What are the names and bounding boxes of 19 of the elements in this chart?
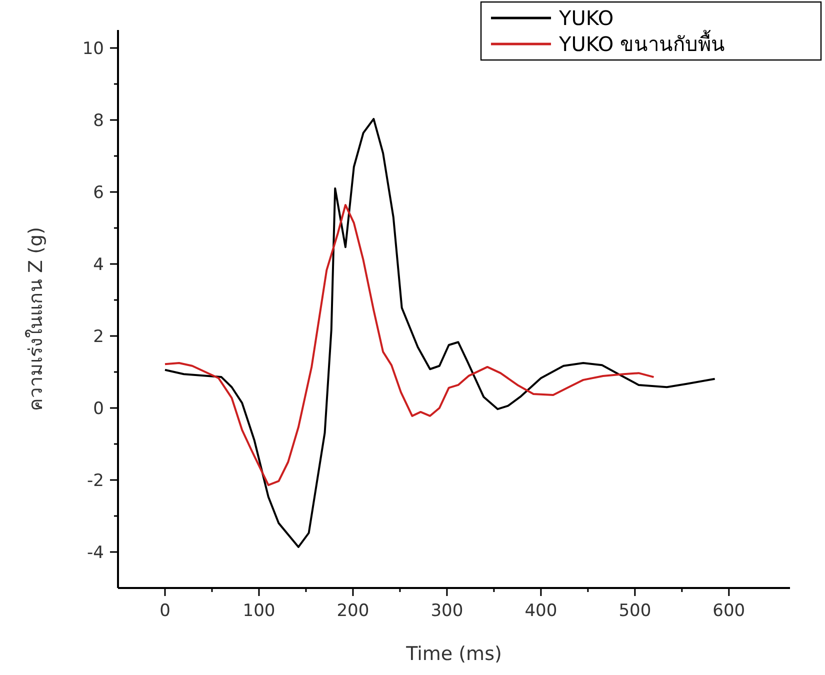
x-tick-label: 0	[160, 601, 170, 621]
legend-label: YUKO	[558, 6, 614, 30]
x-tick-label: 300	[430, 601, 464, 621]
y-tick-label: 6	[93, 183, 104, 203]
y-tick-label: 10	[82, 39, 104, 59]
x-tick-label: 600	[712, 601, 746, 621]
y-tick-label: 2	[93, 327, 104, 347]
y-tick-label: 8	[93, 111, 104, 131]
y-tick-label: 0	[93, 399, 104, 419]
x-tick-label: 200	[336, 601, 370, 621]
x-axis-title: Time (ms)	[405, 643, 502, 665]
y-tick-label: -4	[87, 543, 104, 563]
y-tick-label: 4	[93, 255, 104, 275]
x-tick-label: 100	[242, 601, 276, 621]
x-tick-label: 500	[618, 601, 652, 621]
y-axis-title: ความเร่งในแกน Z (g)	[25, 227, 47, 411]
y-tick-label: -2	[87, 471, 104, 491]
x-tick-label: 400	[524, 601, 558, 621]
legend-label: YUKO ขนานกับพื้น	[558, 30, 725, 56]
